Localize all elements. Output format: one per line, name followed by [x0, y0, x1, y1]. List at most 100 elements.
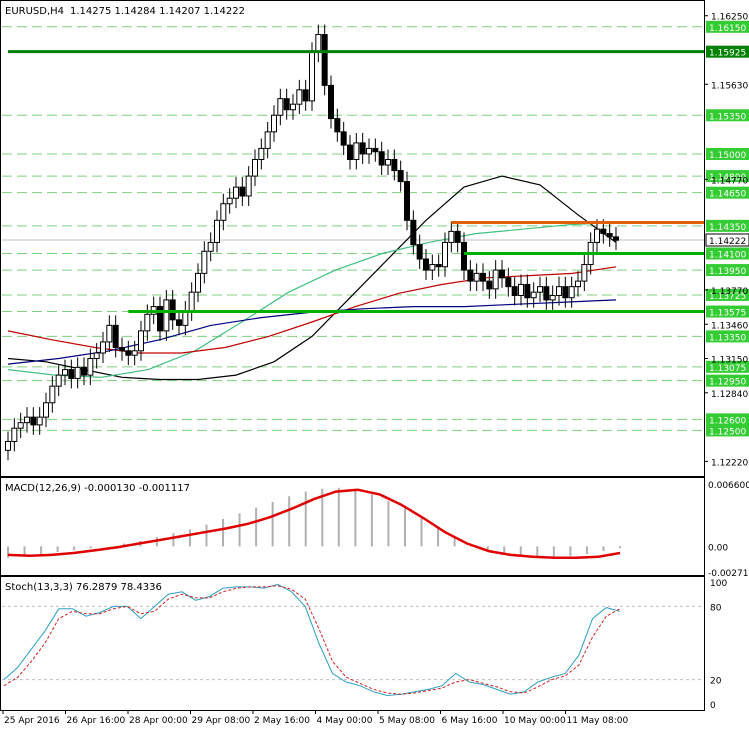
candle-body [258, 147, 265, 160]
candle [271, 105, 277, 142]
candle [575, 271, 581, 297]
candle-body [81, 366, 87, 376]
candle-body [233, 186, 239, 199]
current-price-bg [705, 233, 749, 247]
macd-tick-label: 0.006600 [708, 481, 749, 491]
candle-body [486, 280, 493, 290]
candle-body [245, 175, 252, 197]
candle [157, 296, 163, 341]
candle [423, 249, 429, 281]
candle [321, 24, 328, 96]
candle [524, 274, 531, 308]
candle-body [511, 286, 518, 296]
candle-body [309, 51, 315, 102]
candle [112, 315, 119, 358]
stoch-tick-label: 80 [710, 603, 722, 613]
candle-body [226, 197, 233, 205]
time-label: 10 May 00:00 [504, 716, 566, 726]
level-label: 1.15925 [709, 49, 746, 59]
candle-body [138, 330, 144, 352]
current-price-label: 1.14222 [709, 237, 746, 247]
candle-body [24, 416, 30, 424]
candle [334, 108, 341, 142]
time-label: 4 May 00:00 [317, 716, 373, 726]
candle-body [505, 277, 512, 288]
candle [366, 138, 372, 164]
candle [252, 149, 258, 187]
level-label: 1.12600 [709, 416, 746, 426]
candle [505, 267, 512, 297]
macd-panel[interactable] [0, 477, 705, 576]
candle-body [499, 269, 505, 279]
price-axis: 1.16150 1.15925 1.15350 1.15000 1.14800 1.146… [704, 13, 749, 468]
candle [264, 121, 271, 159]
candle-body [55, 374, 62, 387]
stochastic-indicator: 100 80 20 0 [2, 579, 727, 711]
level-label: 1.13725 [709, 292, 746, 302]
stoch-panel[interactable] [0, 576, 705, 711]
candle-body [30, 416, 37, 426]
candle [226, 188, 233, 214]
candle-body [404, 181, 410, 221]
level-label-bg [706, 288, 749, 301]
candle [277, 88, 284, 126]
candle [36, 407, 43, 435]
candle-body [448, 230, 455, 243]
candle [499, 260, 505, 288]
candle-body [74, 366, 81, 379]
candle-body [36, 416, 43, 426]
candle-body [606, 233, 613, 238]
price-tick-label: 1.15630 [711, 81, 748, 91]
candle [233, 177, 239, 209]
candle-body [442, 241, 448, 268]
candle-body [157, 306, 163, 332]
time-label: 25 Apr 2016 [4, 716, 60, 726]
level-label-bg [706, 264, 749, 277]
candle [201, 241, 208, 284]
level-label: 1.14650 [709, 190, 746, 200]
candle [68, 359, 75, 389]
stoch-tick-label: 20 [710, 677, 722, 687]
level-label: 1.13950 [709, 267, 746, 277]
candle-body [271, 114, 277, 133]
chart-header: EURUSD,H4 1.14275 1.14284 1.14207 1.14222 [5, 6, 245, 17]
level-label: 1.15000 [709, 151, 746, 161]
candle-body [43, 402, 49, 418]
candle [347, 135, 353, 170]
candle [467, 260, 474, 292]
ma-line [7, 175, 617, 381]
candle [594, 219, 600, 253]
level-label-bg [706, 374, 749, 387]
candle [486, 271, 493, 299]
candle [562, 276, 569, 308]
candle [119, 337, 125, 361]
candle-body [600, 228, 607, 235]
candle-body [201, 250, 208, 274]
price-panel[interactable] [0, 0, 705, 477]
price-tick-label: 1.16250 [711, 13, 748, 23]
candle-body [106, 324, 113, 343]
candle [93, 343, 100, 369]
candle-body [454, 230, 461, 243]
candle-body [163, 299, 170, 332]
candle-body [11, 427, 18, 442]
candle-body [328, 84, 334, 120]
candle-body [568, 286, 575, 299]
candle [511, 276, 518, 306]
candle-body [176, 319, 182, 326]
candle [518, 274, 524, 306]
level-label: 1.13575 [709, 309, 746, 319]
macd-tick-label: -0.00271 [708, 569, 748, 579]
candle [258, 138, 265, 170]
stoch-signal-line [3, 585, 621, 695]
candle [549, 285, 556, 310]
candle-body [467, 269, 474, 282]
candle-body [366, 147, 372, 155]
candle-body [423, 258, 429, 271]
level-label: 1.16150 [709, 24, 746, 34]
candle-body [207, 241, 214, 252]
candle-body [112, 324, 119, 348]
candle-body [435, 264, 442, 268]
candle-body [17, 422, 24, 429]
candle [163, 289, 170, 341]
